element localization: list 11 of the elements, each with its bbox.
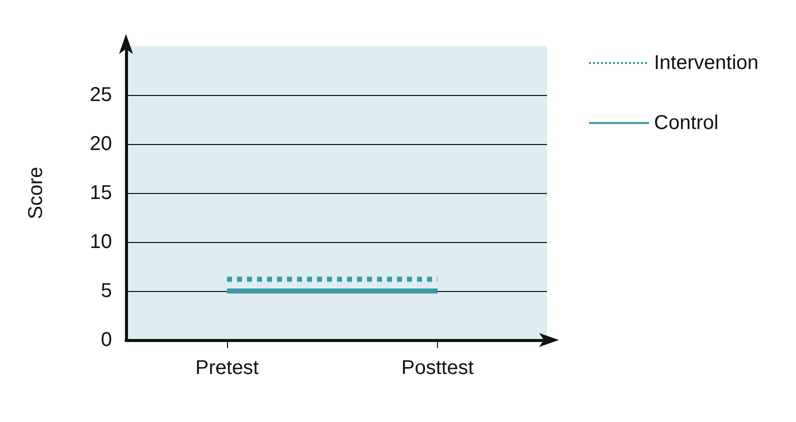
x-tick-label: Pretest [195, 357, 260, 379]
legend-label: Intervention [654, 52, 759, 74]
y-tick-label: 10 [90, 231, 112, 253]
y-tick-label: 25 [90, 84, 112, 106]
y-tick-label: 15 [90, 182, 112, 204]
y-tick-label: 5 [100, 280, 112, 302]
legend-label: Control [654, 112, 718, 134]
x-tick-label: Posttest [401, 357, 474, 379]
y-axis-title: Score [25, 166, 47, 220]
y-tick-label: 20 [90, 133, 112, 155]
y-tick-label: 0 [100, 329, 112, 351]
